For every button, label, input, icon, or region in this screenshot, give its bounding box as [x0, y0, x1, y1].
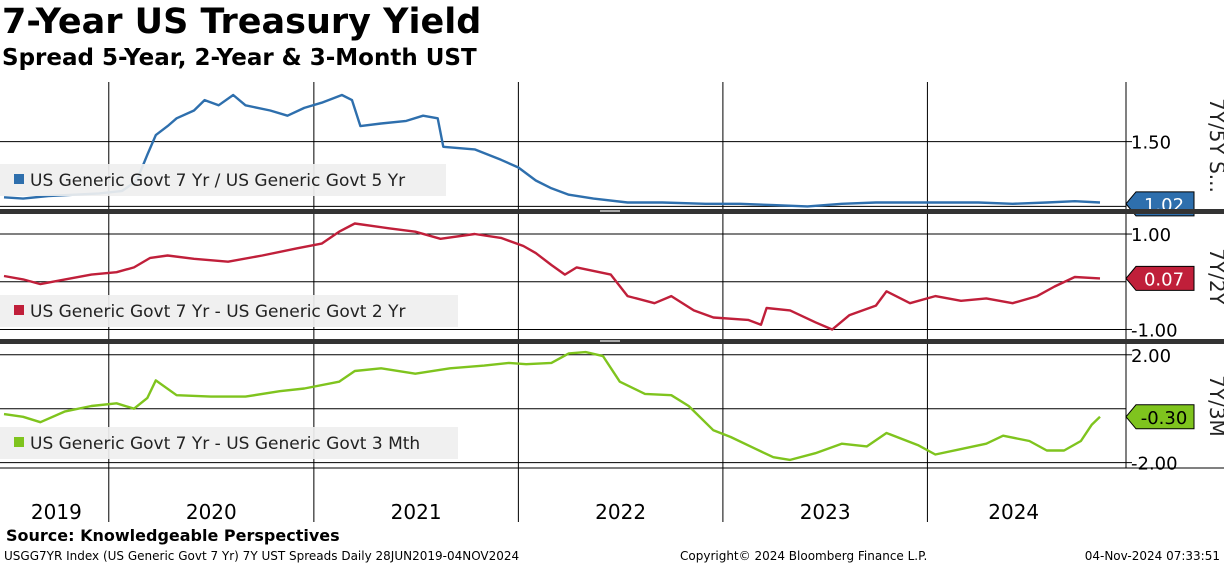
- value-tag-label: -0.30: [1141, 408, 1188, 429]
- tick-label: 2.00: [1131, 346, 1171, 367]
- last-value-tag: -0.30: [1125, 404, 1195, 430]
- value-tag-label: 0.07: [1144, 269, 1184, 290]
- axis-label: 7Y/5Y S...: [1205, 98, 1224, 193]
- legend-label: US Generic Govt 7 Yr / US Generic Govt 5…: [30, 171, 405, 191]
- x-tick-label: 2023: [800, 500, 851, 524]
- x-tick-label: 2022: [595, 500, 646, 524]
- footer-copyright: Copyright© 2024 Bloomberg Finance L.P.: [680, 549, 928, 563]
- tick-label: 1.00: [1131, 225, 1171, 246]
- legend: US Generic Govt 7 Yr - US Generic Govt 2…: [0, 295, 458, 327]
- tick-label: 1.50: [1131, 133, 1171, 154]
- series-line: [3, 93, 1101, 208]
- tick-label: -1.00: [1131, 320, 1178, 341]
- legend-swatch: [14, 305, 24, 315]
- legend-swatch: [14, 174, 24, 184]
- series-line: [3, 350, 1101, 462]
- last-value-tag: 0.07: [1125, 265, 1195, 291]
- legend: US Generic Govt 7 Yr - US Generic Govt 3…: [0, 427, 458, 459]
- x-tick-label: 2024: [988, 500, 1039, 524]
- axis-label: 7Y/2Y: [1205, 248, 1224, 305]
- tick-label: -2.00: [1131, 454, 1178, 475]
- axis-label: 7Y/3M: [1205, 375, 1224, 437]
- value-tag-shape: [1125, 404, 1195, 430]
- legend-background: [0, 427, 458, 459]
- footer-timestamp: 04-Nov-2024 07:33:51: [1084, 549, 1220, 563]
- source-note: Source: Knowledgeable Perspectives: [6, 526, 340, 545]
- panel-2: 1.00 -1.00 US Generic Govt 7 Yr - US Gener…: [0, 214, 1224, 341]
- legend-background: [0, 295, 458, 327]
- chart-subtitle: Spread 5-Year, 2-Year & 3-Month UST: [2, 45, 477, 71]
- legend: US Generic Govt 7 Yr / US Generic Govt 5…: [0, 164, 446, 196]
- panel-1: 1.50 US Generic Govt 7 Yr / US Generic Go…: [0, 82, 1224, 217]
- legend-label: US Generic Govt 7 Yr - US Generic Govt 3…: [30, 434, 420, 454]
- value-tag-shape: [1125, 265, 1195, 291]
- x-tick-label: 2020: [186, 500, 237, 524]
- series-line: [3, 222, 1101, 331]
- x-tick-label: 2021: [391, 500, 442, 524]
- panel-3: 2.00 -2.00 US Generic Govt 7 Yr - US Gener…: [0, 344, 1224, 475]
- legend-background: [0, 164, 446, 196]
- panel-resize-handle: [600, 340, 620, 342]
- legend-label: US Generic Govt 7 Yr - US Generic Govt 2…: [30, 302, 405, 322]
- legend-swatch: [14, 437, 24, 447]
- chart-title: 7-Year US Treasury Yield: [2, 2, 482, 42]
- x-tick-label: 2019: [31, 500, 82, 524]
- footer-index-info: USGG7YR Index (US Generic Govt 7 Yr) 7Y …: [4, 549, 520, 563]
- panel-resize-handle: [600, 210, 620, 212]
